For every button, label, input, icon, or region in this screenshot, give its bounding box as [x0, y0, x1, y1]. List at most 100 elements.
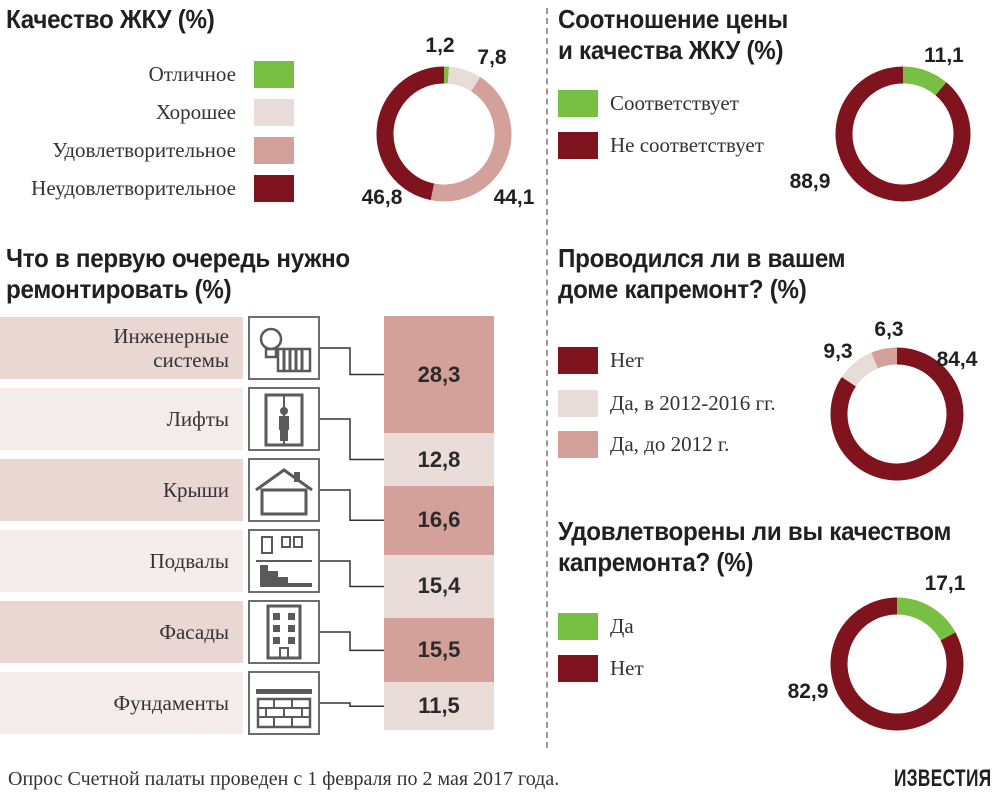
chart1-legend-swatch	[254, 99, 294, 126]
chart5-legend-item: Да	[558, 613, 634, 640]
donut-slice	[430, 77, 512, 202]
bar-category-label-line: системы	[153, 348, 229, 372]
chart4-title-line: доме капремонт? (%)	[558, 274, 807, 304]
donut-slice	[835, 66, 971, 202]
bar-category-label-text: Фасады	[159, 620, 229, 644]
chart2-legend-label: Соответствует	[610, 91, 739, 115]
chart1-legend-label: Неудовлетворительное	[31, 176, 236, 200]
bar-segment: 15,4	[384, 554, 494, 619]
donut-value-label: 6,3	[874, 318, 903, 341]
basement-stairs-icon	[248, 529, 320, 593]
chart1-title: Качество ЖКУ (%)	[6, 4, 215, 34]
chart5-legend-label: Да	[610, 614, 634, 638]
donut-value-label: 1,2	[425, 34, 454, 57]
chart5-legend-item: Нет	[558, 655, 644, 682]
bar-value-label: 16,6	[417, 507, 461, 533]
chart3-title-line: ремонтировать (%)	[6, 274, 232, 304]
donut-slice	[447, 66, 481, 92]
donut-slice	[841, 352, 879, 387]
chart1-legend-label: Хорошее	[155, 100, 236, 124]
donut-slice	[896, 597, 956, 641]
footer-note: Опрос Счетной палаты проведен с 1 феврал…	[8, 768, 560, 790]
panel-divider	[546, 8, 548, 748]
donut-value-label: 84,4	[937, 348, 978, 371]
chart4-legend-item: Да, в 2012-2016 гг.	[558, 390, 776, 417]
bar-value-label: 28,3	[417, 361, 461, 387]
donut-value-label: 44,1	[494, 186, 535, 209]
bar-category-label: Подвалы	[0, 530, 243, 592]
chart4-legend-item: Да, до 2012 г.	[558, 431, 729, 458]
bar-segment: 28,3	[384, 316, 494, 434]
foundation-bricks-icon	[248, 671, 320, 735]
donut-value-label: 11,1	[924, 44, 964, 67]
chart2-title-line: и качества ЖКУ (%)	[558, 35, 784, 65]
chart1-legend-swatch	[254, 137, 294, 164]
donut-value-label: 82,9	[788, 680, 829, 703]
bar-category-label: Крыши	[0, 459, 243, 521]
chart1-legend-item: Хорошее	[156, 99, 294, 126]
brand-logo: ИЗВЕСТИЯ	[894, 765, 992, 792]
bar-category-label: Инженерные системы	[0, 317, 243, 379]
chart4-title-line: Проводился ли в вашем	[558, 243, 846, 273]
chart1-legend-swatch	[254, 175, 294, 202]
bar-category-label-line: Инженерные	[113, 324, 229, 348]
chart2-legend-label: Не соответствует	[610, 133, 764, 157]
chart4-legend-swatch	[558, 347, 598, 374]
chart4-legend-swatch	[558, 431, 598, 458]
chart4-legend-label: Да, до 2012 г.	[610, 432, 730, 456]
chart1-legend-item: Неудовлетворительное	[31, 175, 294, 202]
donut-value-label: 17,1	[925, 572, 966, 595]
chart2-legend-item: Соответствует	[558, 90, 739, 117]
roof-icon	[248, 458, 320, 522]
bar-category-label: Фундаменты	[0, 672, 243, 734]
chart1-legend-item: Удовлетворительное	[52, 137, 294, 164]
donut-slice	[902, 66, 947, 96]
bar-value-label: 11,5	[418, 693, 460, 719]
donut-value-label: 7,8	[477, 46, 507, 69]
bar-connector-line	[320, 631, 384, 652]
bar-segment: 16,6	[384, 485, 494, 555]
bar-category-label-text: Лифты	[166, 407, 229, 431]
chart4-legend-swatch	[558, 390, 598, 417]
chart3-title: Что в первую очередь нужно ремонтировать…	[6, 243, 350, 305]
bar-value-label: 12,8	[417, 446, 461, 472]
chart5-legend-label: Нет	[610, 656, 644, 680]
donut-slice	[830, 347, 964, 481]
chart2-legend-item: Не соответствует	[558, 132, 764, 159]
donut-slice	[871, 347, 898, 369]
bar-segment: 11,5	[384, 682, 494, 730]
chart5-legend-swatch	[558, 655, 598, 682]
lightbulb-radiator-icon	[248, 316, 320, 380]
chart4-legend-label: Да, в 2012-2016 гг.	[610, 391, 776, 415]
bar-connector-line	[320, 489, 384, 522]
chart2-legend-swatch	[558, 132, 598, 159]
bar-connector-line	[320, 418, 384, 461]
donut-slice	[830, 597, 964, 731]
chart3-title-line: Что в первую очередь нужно	[6, 243, 350, 273]
chart5-legend-swatch	[558, 613, 598, 640]
chart1-legend-label: Отличное	[148, 62, 236, 86]
chart2-title-line: Соотношение цены	[558, 4, 788, 34]
bar-value-label: 15,4	[417, 573, 461, 599]
chart5-title-line: капремонта? (%)	[558, 547, 754, 577]
bar-category-label: Лифты	[0, 388, 243, 450]
bar-segment: 12,8	[384, 433, 494, 486]
bar-connector-line	[320, 347, 384, 376]
bar-category-label-text: Подвалы	[149, 549, 229, 573]
donut-slice	[376, 66, 445, 201]
chart1-legend-label: Удовлетворительное	[52, 138, 236, 162]
bar-connector-line	[320, 702, 384, 707]
bar-segment: 15,5	[384, 618, 494, 683]
chart4-legend-item: Нет	[558, 347, 644, 374]
donut-value-label: 46,8	[362, 186, 403, 209]
donut-value-label: 88,9	[790, 170, 831, 193]
bar-category-label-text: Крыши	[162, 478, 229, 502]
facade-building-icon	[248, 600, 320, 664]
bar-category-label: Фасады	[0, 601, 243, 663]
chart2-legend-swatch	[558, 90, 598, 117]
chart5-title-line: Удовлетворены ли вы качеством	[558, 516, 952, 546]
bar-category-label-text: Фундаменты	[113, 691, 229, 715]
chart1-legend-swatch	[254, 61, 294, 88]
bar-value-label: 15,5	[417, 637, 461, 663]
